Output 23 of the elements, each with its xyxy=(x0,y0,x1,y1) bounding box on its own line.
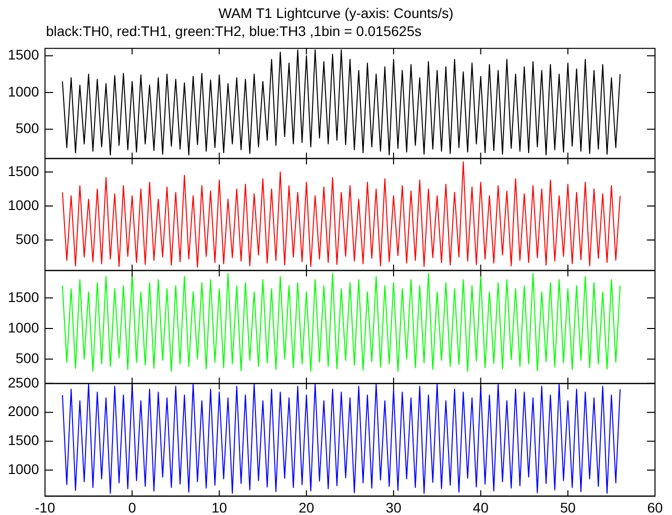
x-tick-label: 60 xyxy=(647,499,663,515)
x-tick-label: 10 xyxy=(211,499,228,515)
y-tick-label: 1000 xyxy=(8,196,40,213)
x-tick-label: 30 xyxy=(386,499,402,515)
y-tick-label: 500 xyxy=(16,230,40,247)
x-tick-label: 20 xyxy=(298,499,314,515)
y-tick-label: 2000 xyxy=(8,403,40,420)
x-tick-label: 0 xyxy=(128,499,136,515)
y-tick-label: 1000 xyxy=(8,83,40,100)
chart-subtitle: black:TH0, red:TH1, green:TH2, blue:TH3 ,1bin = 0.015625s xyxy=(45,22,422,40)
y-tick-label: 500 xyxy=(16,350,40,366)
x-tick-label: 50 xyxy=(560,499,576,515)
y-tick-label: 2500 xyxy=(8,374,40,390)
y-tick-label: 1500 xyxy=(8,46,40,63)
x-tick-label: -10 xyxy=(34,499,56,515)
y-tick-label: 1500 xyxy=(8,162,40,179)
chart-title: WAM T1 Lightcurve (y-axis: Counts/s) xyxy=(218,4,454,22)
y-tick-label: 1500 xyxy=(8,288,40,305)
y-tick-label: 500 xyxy=(16,120,40,136)
y-tick-label: 1000 xyxy=(8,461,40,478)
x-tick-label: 40 xyxy=(472,499,489,515)
y-tick-label: 1500 xyxy=(8,432,40,448)
y-tick-label: 1000 xyxy=(8,319,40,336)
